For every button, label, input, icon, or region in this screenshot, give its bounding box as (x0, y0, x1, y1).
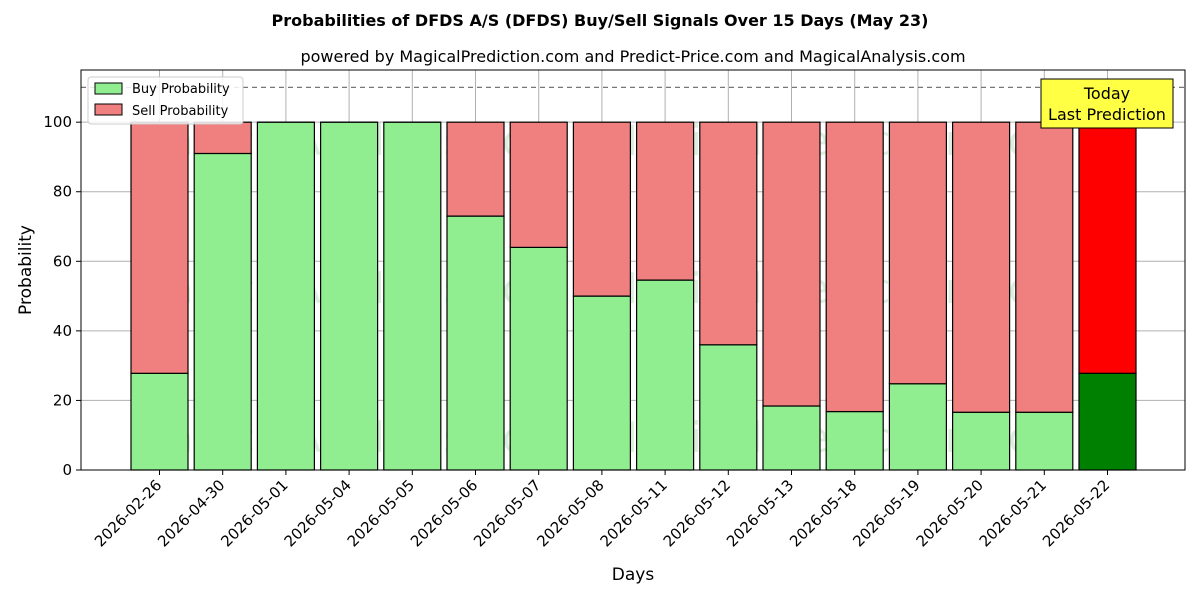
bar-buy (762, 405, 821, 471)
bar-buy (383, 121, 442, 471)
bar-buy (951, 411, 1011, 471)
bar-buy (1078, 372, 1137, 471)
chart-subtitle: powered by MagicalPrediction.com and Pre… (300, 47, 965, 66)
bar-buy (446, 215, 505, 471)
y-tick-label: 40 (53, 322, 72, 340)
bar-sell (572, 121, 632, 297)
plot-frame (80, 69, 1186, 471)
y-tick-label: 80 (53, 183, 72, 201)
bar-buy (130, 372, 189, 471)
bar-sell (446, 121, 505, 217)
y-axis-ticks: 0 20 40 60 80 100 (43, 113, 81, 479)
bar-buy (509, 246, 568, 471)
bar-buy (320, 121, 379, 471)
bar-sell (130, 121, 189, 374)
legend-swatch-buy (94, 82, 123, 95)
bar-buy (572, 295, 632, 471)
annotation-line-2: Last Prediction (1048, 105, 1166, 124)
annotation-box (1040, 78, 1174, 129)
x-axis-label: Days (612, 565, 655, 585)
legend-label-sell: Sell Probability (132, 104, 229, 119)
y-tick-label: 100 (43, 113, 72, 131)
legend-swatch-sell (94, 103, 123, 116)
bar-sell (509, 121, 568, 248)
bar-sell (825, 121, 884, 413)
bar-sell (951, 121, 1011, 413)
bar-sell (635, 121, 695, 281)
bar-buy (888, 383, 948, 471)
y-tick-label: 60 (53, 252, 72, 270)
y-tick-label: 0 (62, 461, 72, 479)
bar-sell (1015, 121, 1074, 413)
legend: Buy Probability Sell Probability (87, 76, 244, 125)
y-tick-label: 20 (53, 391, 72, 409)
bar-buy (825, 410, 884, 471)
bar-sell (888, 121, 948, 385)
y-axis-label: Probability (16, 225, 36, 315)
bar-sell (762, 121, 821, 407)
bar-buy (1015, 411, 1074, 471)
bar-buy (256, 121, 315, 471)
bar-sell (699, 121, 758, 346)
bar-sell (193, 121, 252, 155)
bar-buy (193, 152, 252, 471)
annotation-line-1: Today (1083, 84, 1130, 103)
bar-sell (1078, 121, 1137, 374)
bar-buy (635, 279, 695, 471)
legend-box (87, 76, 244, 125)
legend-label-buy: Buy Probability (132, 82, 230, 97)
today-annotation: Today Last Prediction (1040, 78, 1174, 129)
bar-buy (699, 344, 758, 471)
bars (130, 121, 1137, 471)
chart-title: Probabilities of DFDS A/S (DFDS) Buy/Sel… (272, 11, 929, 30)
